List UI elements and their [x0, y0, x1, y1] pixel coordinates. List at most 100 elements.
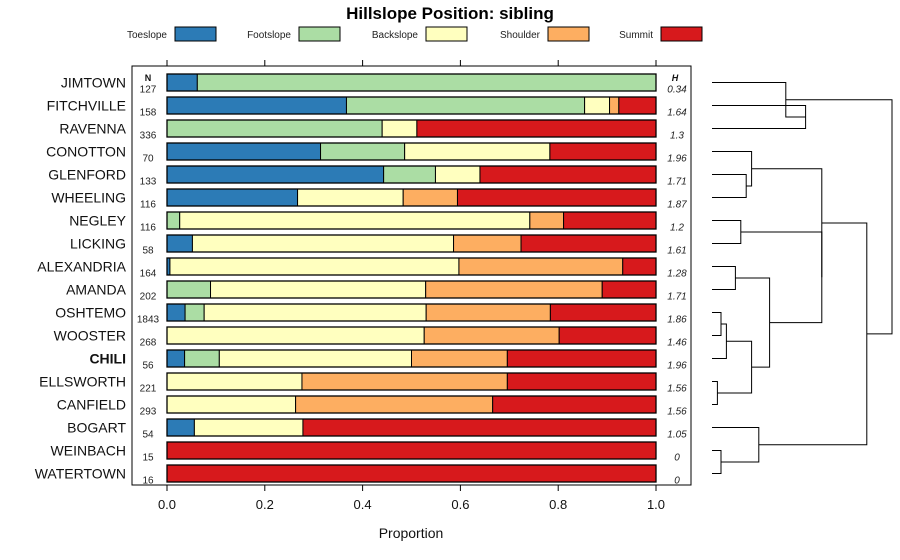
- bar-row-oshtemo: [166, 303, 657, 322]
- bar-negley-summit: [563, 211, 657, 230]
- bar-bogart-backslope: [193, 418, 304, 437]
- bar-row-conotton: [166, 142, 657, 161]
- row-label-ravenna: RAVENNA: [59, 121, 126, 137]
- legend-swatch-backslope: [425, 26, 468, 42]
- n-value-glenford: 133: [140, 177, 157, 188]
- bar-wooster-backslope: [166, 326, 425, 345]
- bar-chili-shoulder: [411, 349, 508, 368]
- row-label-fitchville: FITCHVILLE: [47, 98, 126, 114]
- row-label-alexandria: ALEXANDRIA: [37, 259, 126, 275]
- n-value-wooster: 268: [140, 338, 157, 349]
- bar-ravenna-footslope: [166, 119, 383, 138]
- x-tick-label-5: 1.0: [647, 497, 665, 512]
- h-value-wooster: 1.46: [667, 338, 687, 349]
- bar-outline-glenford: [166, 165, 657, 184]
- n-value-chili: 56: [142, 361, 154, 372]
- bar-outline-conotton: [166, 142, 657, 161]
- legend-swatch-toeslope: [174, 26, 217, 42]
- bar-wooster-summit: [558, 326, 657, 345]
- h-value-wheeling: 1.87: [667, 200, 687, 211]
- legend-swatch-shoulder: [547, 26, 590, 42]
- bar-fitchville-backslope: [584, 96, 611, 115]
- bar-alexandria-summit: [622, 257, 657, 276]
- bar-negley-shoulder: [529, 211, 565, 230]
- bar-chili-backslope: [218, 349, 412, 368]
- bar-chili-toeslope: [166, 349, 186, 368]
- dendrogram: [712, 82, 893, 474]
- bar-glenford-toeslope: [166, 165, 385, 184]
- bar-amanda-footslope: [166, 280, 212, 299]
- bar-wheeling-shoulder: [402, 188, 458, 207]
- n-value-licking: 58: [142, 246, 154, 257]
- bar-outline-bogart: [166, 418, 657, 437]
- legend-label-shoulder: Shoulder: [500, 30, 541, 41]
- dendrogram-link-6: [712, 312, 722, 336]
- bar-ellsworth-backslope: [166, 372, 303, 391]
- row-label-watertown: WATERTOWN: [35, 466, 126, 482]
- dendrogram-link-3: [712, 151, 753, 187]
- bar-watertown-summit: [166, 464, 657, 483]
- bars: [166, 73, 657, 483]
- row-label-negley: NEGLEY: [69, 213, 126, 229]
- n-value-amanda: 202: [140, 292, 157, 303]
- dendrogram-link-11: [740, 231, 823, 324]
- bar-oshtemo-backslope: [203, 303, 427, 322]
- bar-licking-shoulder: [453, 234, 522, 253]
- bar-canfield-backslope: [166, 395, 297, 414]
- row-label-wooster: WOOSTER: [54, 328, 126, 344]
- legend-label-footslope: Footslope: [247, 30, 291, 41]
- row-label-jimtown: JIMTOWN: [61, 75, 126, 91]
- bar-outline-alexandria: [166, 257, 657, 276]
- bar-row-wooster: [166, 326, 657, 345]
- row-labels: JIMTOWN FITCHVILLE RAVENNA CONOTTON GLENFORD…: [35, 75, 127, 482]
- chart-title: Hillslope Position: sibling: [346, 4, 554, 23]
- h-value-oshtemo: 1.86: [667, 315, 687, 326]
- n-value-oshtemo: 1843: [137, 315, 160, 326]
- dendrogram-link-12: [751, 168, 823, 278]
- bar-outline-ellsworth: [166, 372, 657, 391]
- row-label-glenford: GLENFORD: [48, 167, 126, 183]
- legend-label-backslope: Backslope: [372, 30, 419, 41]
- bar-amanda-shoulder: [425, 280, 603, 299]
- bar-row-ellsworth: [166, 372, 657, 391]
- dendrogram-link-14: [712, 427, 760, 463]
- bar-row-licking: [166, 234, 657, 253]
- bar-row-glenford: [166, 165, 657, 184]
- bar-chili-footslope: [184, 349, 220, 368]
- bar-amanda-backslope: [210, 280, 427, 299]
- bar-outline-fitchville: [166, 96, 657, 115]
- h-value-bogart: 1.05: [667, 430, 687, 441]
- bar-row-wheeling: [166, 188, 657, 207]
- bar-outline-licking: [166, 234, 657, 253]
- bar-amanda-summit: [601, 280, 657, 299]
- row-label-wheeling: WHEELING: [51, 190, 126, 206]
- bar-bogart-summit: [302, 418, 657, 437]
- bar-weinbach-summit: [166, 441, 657, 460]
- n-value-conotton: 70: [142, 154, 154, 165]
- bar-alexandria-backslope: [169, 257, 460, 276]
- bar-row-canfield: [166, 395, 657, 414]
- bar-outline-ravenna: [166, 119, 657, 138]
- n-values: 127 158 336 70 133 116 116 58 164 202 1843 268 56 221…: [137, 85, 160, 487]
- bar-outline-amanda: [166, 280, 657, 299]
- bar-canfield-shoulder: [295, 395, 494, 414]
- legend-label-summit: Summit: [619, 30, 653, 41]
- h-value-conotton: 1.96: [667, 154, 687, 165]
- row-label-bogart: BOGART: [67, 420, 126, 436]
- n-value-ravenna: 336: [140, 131, 157, 142]
- n-value-negley: 116: [140, 223, 156, 234]
- bar-outline-watertown: [166, 464, 657, 483]
- bar-fitchville-shoulder: [609, 96, 620, 115]
- x-axis-title: Proportion: [379, 525, 444, 541]
- row-label-amanda: AMANDA: [66, 282, 127, 298]
- n-value-wheeling: 116: [140, 200, 156, 211]
- bar-jimtown-footslope: [196, 73, 657, 92]
- bar-row-ravenna: [166, 119, 657, 138]
- bar-outline-negley: [166, 211, 657, 230]
- bar-oshtemo-summit: [549, 303, 657, 322]
- x-tick-label-3: 0.6: [451, 497, 469, 512]
- bar-oshtemo-toeslope: [166, 303, 186, 322]
- n-value-jimtown: 127: [140, 85, 157, 96]
- h-value-alexandria: 1.28: [667, 269, 687, 280]
- bar-row-amanda: [166, 280, 657, 299]
